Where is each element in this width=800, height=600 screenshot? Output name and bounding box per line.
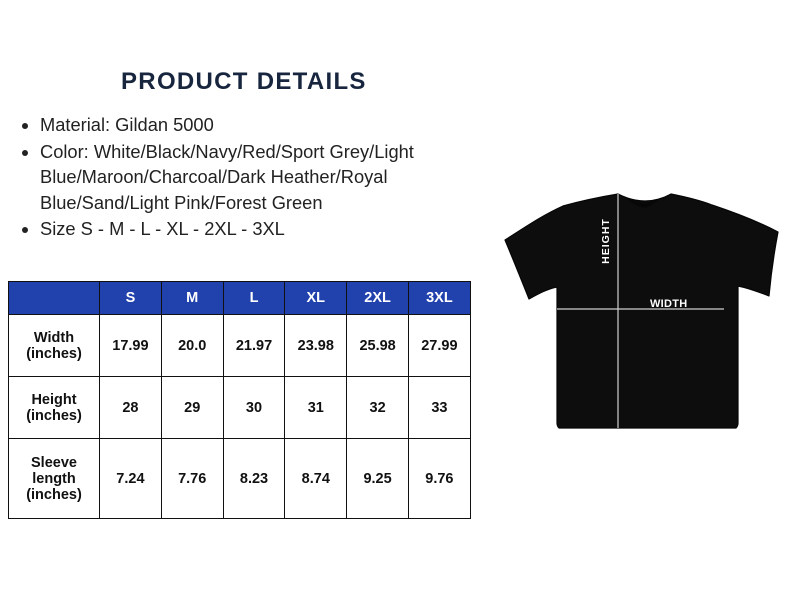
svg-text:HEIGHT: HEIGHT <box>600 218 612 264</box>
svg-text:WIDTH: WIDTH <box>650 298 688 310</box>
